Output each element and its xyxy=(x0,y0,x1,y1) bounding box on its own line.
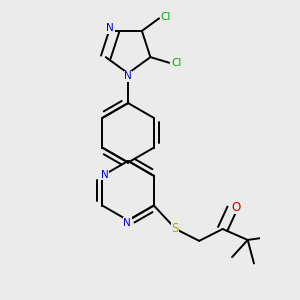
Text: N: N xyxy=(124,71,132,82)
Text: O: O xyxy=(231,201,240,214)
Text: N: N xyxy=(101,170,109,180)
Text: N: N xyxy=(106,23,114,33)
Text: N: N xyxy=(123,218,131,228)
Text: S: S xyxy=(171,222,178,235)
Text: Cl: Cl xyxy=(161,12,171,22)
Text: Cl: Cl xyxy=(171,58,181,68)
